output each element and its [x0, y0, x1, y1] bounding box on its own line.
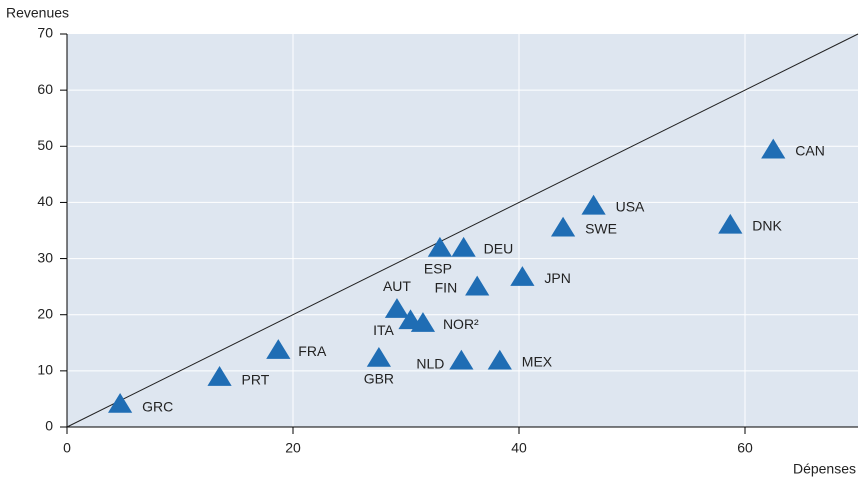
- point: [465, 275, 490, 296]
- point-label: CAN: [795, 142, 825, 158]
- point-label: JPN: [544, 270, 570, 286]
- point: [487, 349, 512, 370]
- point-label: AUT: [383, 278, 411, 294]
- point: [550, 216, 576, 237]
- point: [410, 312, 436, 332]
- point: [207, 366, 232, 386]
- y-tick-label: 50: [37, 137, 53, 153]
- y-tick-label: 60: [37, 81, 53, 97]
- point-label: ESP: [424, 261, 452, 277]
- point: [451, 236, 476, 257]
- point: [427, 236, 452, 257]
- x-tick-label: 60: [737, 440, 753, 456]
- point-label: PRT: [242, 372, 270, 388]
- x-axis-label: Dépenses: [793, 461, 856, 477]
- point: [718, 213, 743, 234]
- y-tick-label: 70: [37, 25, 53, 41]
- x-tick-label: 0: [63, 440, 71, 456]
- point-label: NOR²: [443, 316, 479, 332]
- point-label: ITA: [373, 322, 394, 338]
- point: [108, 392, 133, 413]
- point: [761, 138, 786, 159]
- point-label: GRC: [142, 399, 173, 415]
- point: [510, 266, 535, 286]
- point: [384, 298, 410, 318]
- y-tick-label: 30: [37, 249, 53, 265]
- point: [366, 346, 391, 367]
- x-tick-label: 40: [511, 440, 527, 456]
- point-label: GBR: [364, 371, 394, 387]
- y-tick-label: 10: [37, 362, 53, 378]
- point: [266, 339, 291, 359]
- point-label: USA: [616, 199, 645, 215]
- point-label: FRA: [298, 343, 327, 359]
- y-axis-label: Revenues: [6, 5, 69, 21]
- point-label: FIN: [435, 279, 458, 295]
- y-tick-label: 0: [45, 418, 53, 434]
- point-label: DEU: [484, 241, 514, 257]
- point-label: DNK: [752, 218, 782, 234]
- x-tick-label: 20: [285, 440, 301, 456]
- y-tick-label: 20: [37, 305, 53, 321]
- point: [581, 194, 606, 215]
- point-label: NLD: [416, 355, 444, 371]
- y-tick-label: 40: [37, 193, 53, 209]
- point-label: SWE: [585, 220, 617, 236]
- reference-line: [66, 33, 859, 428]
- point: [449, 349, 474, 370]
- point-label: MEX: [522, 353, 553, 369]
